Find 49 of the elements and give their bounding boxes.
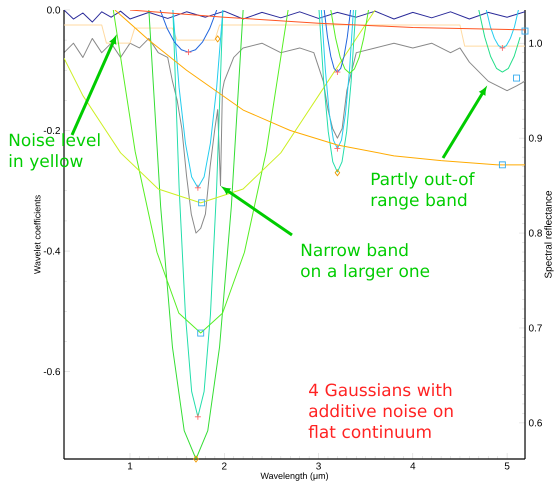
y2-tick-label: 0.8 (528, 230, 542, 237)
point (522, 28, 528, 35)
y2-tick-label: 0.7 (528, 324, 542, 332)
y-tick-label: 0.0 (47, 6, 60, 14)
point (194, 184, 202, 192)
line-series (318, 10, 356, 173)
line-series (130, 10, 526, 30)
point (334, 169, 340, 176)
point (498, 161, 506, 168)
x-tick-label: 1 (128, 462, 132, 470)
point (513, 74, 520, 82)
y-tick-label: -0.2 (44, 126, 60, 134)
line-series (324, 10, 352, 73)
line-series (64, 10, 526, 23)
line-series (112, 10, 289, 334)
line-series (486, 10, 519, 48)
y-tick-label: -0.6 (44, 368, 60, 376)
y-axis-title: Wavelet coefficients (34, 195, 40, 274)
point (185, 48, 192, 56)
x-tick-label: 3 (316, 462, 321, 470)
y2-tick-label: 1.0 (529, 40, 542, 47)
point (214, 35, 220, 42)
point (498, 44, 506, 52)
line-series (330, 10, 370, 74)
point (334, 145, 341, 152)
line-series (172, 10, 224, 418)
x-tick-label: 2 (222, 462, 227, 470)
point (197, 330, 204, 336)
line-series (148, 10, 244, 459)
y-tick-label: -0.4 (44, 248, 60, 255)
annotation: Partly out-of range band (372, 172, 475, 210)
line-series (320, 10, 354, 150)
line-series (160, 10, 218, 53)
x-tick-label: 5 (504, 462, 510, 470)
point (193, 456, 199, 462)
x-tick-label: 4 (410, 462, 416, 470)
point (334, 68, 341, 76)
point (198, 199, 206, 206)
point (194, 413, 202, 420)
x-axis-title: Wavelength (μm) (260, 472, 328, 481)
annotation: 4 Gaussians with additive noise on flat continuum (308, 383, 453, 438)
line-series (172, 10, 224, 188)
y2-tick-label: 0.6 (528, 419, 542, 426)
y2-axis-title: Spectral reflectance (544, 190, 554, 278)
line-series (114, 10, 526, 166)
line-series (64, 24, 526, 47)
y2-tick-label: 0.9 (528, 134, 542, 142)
line-series (478, 10, 521, 73)
annotation: Narrow band on a larger one (301, 243, 430, 280)
